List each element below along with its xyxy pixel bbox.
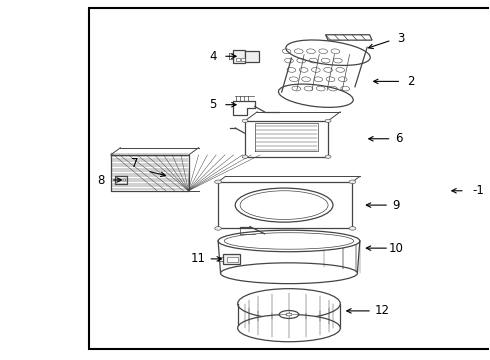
Ellipse shape xyxy=(349,226,356,230)
Text: 12: 12 xyxy=(374,305,390,318)
Ellipse shape xyxy=(349,180,356,184)
Ellipse shape xyxy=(123,179,126,181)
Ellipse shape xyxy=(240,191,328,220)
Text: 10: 10 xyxy=(389,242,404,255)
Ellipse shape xyxy=(325,119,331,122)
Text: -1: -1 xyxy=(472,184,484,197)
Bar xyxy=(241,58,245,60)
Ellipse shape xyxy=(238,315,340,342)
Text: 11: 11 xyxy=(191,252,206,265)
Bar xyxy=(227,257,238,262)
Ellipse shape xyxy=(215,226,221,230)
Ellipse shape xyxy=(218,230,360,252)
Ellipse shape xyxy=(242,119,248,122)
Ellipse shape xyxy=(215,180,221,184)
Ellipse shape xyxy=(325,155,331,158)
Polygon shape xyxy=(326,35,372,40)
Bar xyxy=(245,51,259,62)
Bar xyxy=(223,254,240,264)
Ellipse shape xyxy=(278,84,353,107)
Text: 9: 9 xyxy=(392,199,400,212)
Ellipse shape xyxy=(279,311,299,319)
Text: 5: 5 xyxy=(210,98,217,111)
Text: 6: 6 xyxy=(395,132,403,145)
Ellipse shape xyxy=(220,263,357,284)
Ellipse shape xyxy=(235,188,333,222)
Bar xyxy=(233,50,245,63)
Ellipse shape xyxy=(238,289,340,319)
Text: 7: 7 xyxy=(131,157,139,170)
Text: 3: 3 xyxy=(398,32,405,45)
Ellipse shape xyxy=(242,155,248,158)
Bar xyxy=(236,58,240,60)
Text: 2: 2 xyxy=(407,75,415,88)
Text: 8: 8 xyxy=(97,174,104,186)
Ellipse shape xyxy=(286,40,370,66)
Text: 4: 4 xyxy=(210,50,217,63)
Ellipse shape xyxy=(118,179,121,181)
